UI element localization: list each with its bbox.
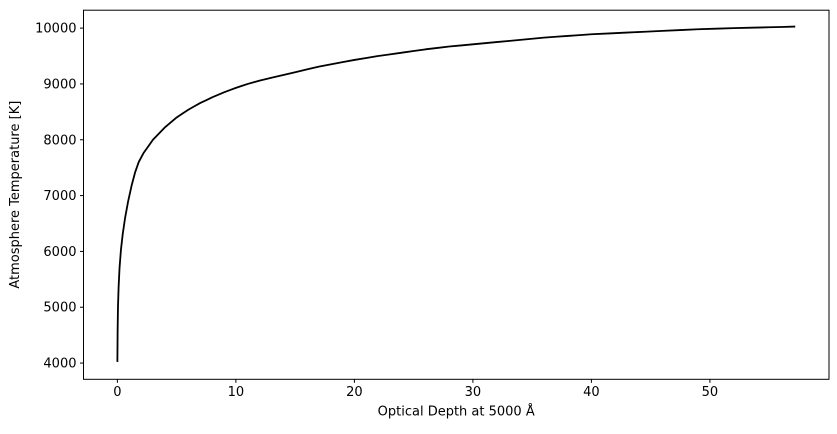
- x-axis-tick-label: 30: [465, 385, 482, 400]
- x-axis-tick-label: 0: [113, 385, 121, 400]
- x-axis-tick-label: 10: [228, 385, 245, 400]
- x-axis-tick-label: 50: [702, 385, 719, 400]
- y-axis-tick-label: 6000: [43, 245, 76, 260]
- x-axis-tick-label: 20: [346, 385, 363, 400]
- plot-area: 0 10 20 30 40 50 4000 5000 6000 7000 8000 9000 10000: [35, 9, 830, 400]
- x-axis-label: Optical Depth at 5000 Å: [378, 404, 535, 420]
- y-axis-label: Atmosphere Temperature [K]: [8, 101, 23, 289]
- y-axis-tick-label: 5000: [43, 301, 76, 316]
- y-axis-tick-label: 4000: [43, 357, 76, 372]
- y-axis-tick-label: 10000: [35, 22, 76, 37]
- y-axis-tick-label: 9000: [43, 77, 76, 92]
- y-axis-tick-label: 8000: [43, 133, 76, 148]
- axes-frame: [83, 9, 830, 380]
- x-axis-tick-label: 40: [583, 385, 600, 400]
- y-axis-tick-label: 7000: [43, 189, 76, 204]
- temperature-curve: [116, 25, 796, 362]
